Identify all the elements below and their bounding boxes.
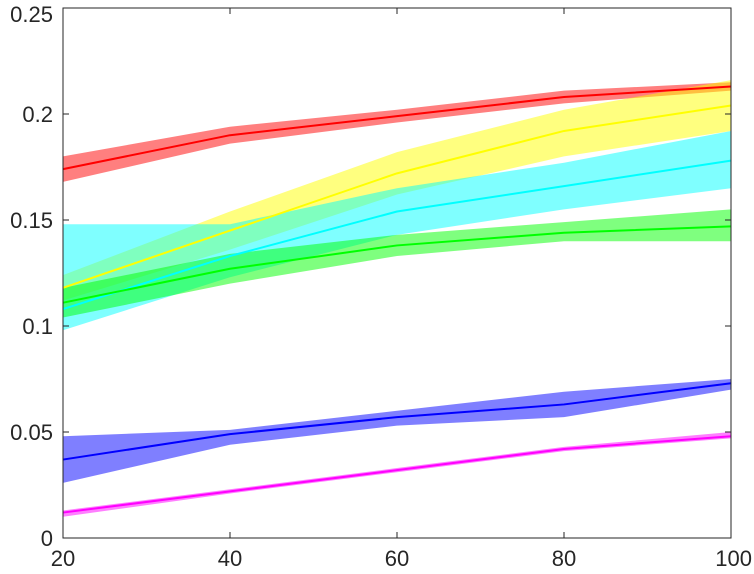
band-series-4 <box>63 209 731 318</box>
line-series-3 <box>62 159 732 310</box>
y-tick-label: 0.15 <box>10 208 53 233</box>
y-tick-label: 0.1 <box>22 314 53 339</box>
y-tick-label: 0 <box>41 526 53 551</box>
x-tick-label: 40 <box>218 546 242 571</box>
line-series-5 <box>62 382 732 461</box>
x-tick-label: 80 <box>552 546 576 571</box>
confidence-bands <box>63 80 731 517</box>
band-series-5 <box>63 379 731 483</box>
series-lines <box>62 85 732 514</box>
x-tick-label: 60 <box>385 546 409 571</box>
axes <box>62 7 732 539</box>
tick-labels: 20 40 60 80 100 0 0.05 0.1 0.15 0.2 0.25 <box>10 2 752 571</box>
line-series-4 <box>62 225 732 304</box>
x-tick-label: 20 <box>51 546 75 571</box>
y-tick-label: 0.05 <box>10 420 53 445</box>
line-series-6 <box>62 435 732 514</box>
y-tick-label: 0.2 <box>22 102 53 127</box>
band-series-3 <box>63 130 731 331</box>
y-tick-label: 0.25 <box>10 2 53 27</box>
line-series-1 <box>62 85 732 171</box>
x-tick-label: 100 <box>715 546 752 571</box>
line-series-2 <box>62 104 732 289</box>
